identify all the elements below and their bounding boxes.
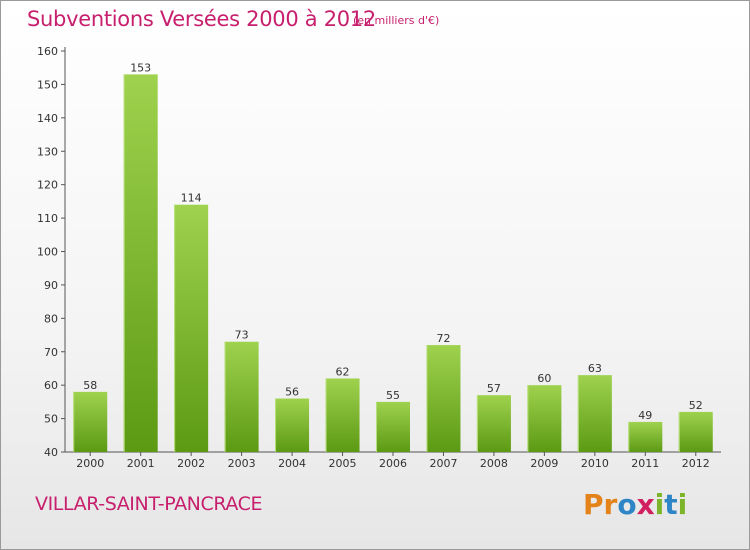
y-tick-label: 90 <box>44 279 58 292</box>
y-tick-label: 50 <box>44 413 58 426</box>
x-tick-label: 2003 <box>228 457 256 470</box>
x-tick-label: 2006 <box>379 457 407 470</box>
bar <box>174 204 209 452</box>
y-tick-label: 160 <box>37 45 58 58</box>
bar <box>426 345 461 452</box>
y-tick-label: 140 <box>37 112 58 125</box>
x-tick-label: 2000 <box>76 457 104 470</box>
bar <box>376 401 410 452</box>
bar-value-label: 60 <box>537 372 551 385</box>
proxiti-logo: Proxiti <box>583 488 687 521</box>
bar <box>678 411 713 452</box>
y-tick-label: 100 <box>37 246 58 259</box>
bar-value-label: 55 <box>386 389 400 402</box>
bar-value-label: 57 <box>487 382 501 395</box>
bar-value-label: 114 <box>181 192 202 205</box>
x-tick-label: 2009 <box>530 457 558 470</box>
y-tick-label: 150 <box>37 78 58 91</box>
bar <box>275 398 310 452</box>
chart-title: Subventions Versées 2000 à 2012 <box>27 7 376 31</box>
bar-value-label: 153 <box>130 61 151 74</box>
bar <box>73 391 108 452</box>
bar-value-label: 49 <box>638 409 652 422</box>
logo-letter: P <box>583 488 604 521</box>
x-tick-label: 2010 <box>581 457 609 470</box>
bars <box>73 74 713 453</box>
commune-name: VILLAR-SAINT-PANCRACE <box>35 493 263 515</box>
chart-unit: (en milliers d'€) <box>353 14 440 27</box>
y-tick-label: 40 <box>44 446 58 459</box>
y-tick-label: 130 <box>37 145 58 158</box>
bar-value-label: 73 <box>235 329 249 342</box>
bar <box>224 341 259 452</box>
y-tick-label: 60 <box>44 379 58 392</box>
logo-letter: t <box>664 488 678 521</box>
bar-value-label: 72 <box>436 332 450 345</box>
bar <box>628 421 663 452</box>
bar <box>527 385 562 452</box>
labels: 58 2000 153 2001 114 2002 73 2003 56 2004 62 2005 55… <box>76 61 710 470</box>
logo-letter: o <box>617 488 637 521</box>
bar <box>123 74 158 453</box>
y-tick-label: 70 <box>44 346 58 359</box>
logo-letter: r <box>603 488 618 521</box>
bar <box>577 375 612 452</box>
x-tick-label: 2002 <box>177 457 205 470</box>
logo-letter: x <box>636 488 655 521</box>
axes: 40 50 60 70 80 90 100 110 120 130 140 150 160 <box>37 45 721 459</box>
x-tick-label: 2007 <box>429 457 457 470</box>
x-tick-label: 2005 <box>329 457 357 470</box>
bar-value-label: 56 <box>285 386 299 399</box>
x-tick-label: 2008 <box>480 457 508 470</box>
y-tick-label: 80 <box>44 312 58 325</box>
logo-letter: i <box>677 488 688 521</box>
bar <box>325 378 360 452</box>
bar-value-label: 52 <box>689 399 703 412</box>
x-tick-label: 2001 <box>127 457 155 470</box>
x-tick-label: 2011 <box>631 457 659 470</box>
y-tick-label: 110 <box>37 212 58 225</box>
x-tick-label: 2004 <box>278 457 306 470</box>
x-tick-label: 2012 <box>682 457 710 470</box>
bar <box>476 395 511 452</box>
logo-letter: i <box>654 488 665 521</box>
bar-value-label: 58 <box>83 379 97 392</box>
bar-value-label: 63 <box>588 362 602 375</box>
bar-value-label: 62 <box>336 365 350 378</box>
y-tick-label: 120 <box>37 179 58 192</box>
